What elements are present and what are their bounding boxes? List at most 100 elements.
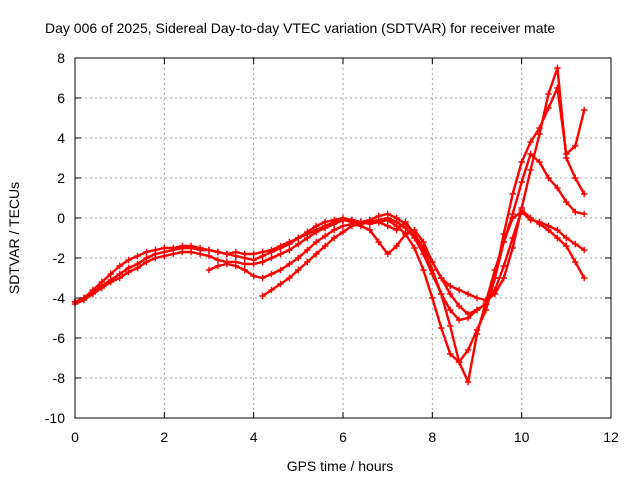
data-point bbox=[330, 234, 338, 242]
data-point bbox=[161, 244, 168, 252]
data-point bbox=[464, 290, 472, 298]
x-tick-label: 4 bbox=[250, 429, 258, 445]
y-tick-label: 8 bbox=[57, 50, 65, 66]
y-tick-label: -4 bbox=[53, 290, 66, 306]
data-point bbox=[581, 210, 588, 218]
data-point bbox=[429, 294, 436, 302]
y-tick-label: -6 bbox=[53, 330, 66, 346]
data-point bbox=[107, 278, 114, 286]
data-point bbox=[304, 228, 311, 236]
data-point bbox=[80, 294, 88, 302]
data-point bbox=[232, 252, 239, 260]
data-point bbox=[420, 266, 427, 274]
data-point bbox=[152, 246, 159, 254]
series-trace-1 bbox=[71, 84, 588, 324]
data-point bbox=[429, 266, 436, 274]
data-point bbox=[572, 208, 579, 216]
data-point bbox=[277, 244, 284, 252]
data-point bbox=[581, 190, 588, 198]
data-point bbox=[384, 210, 391, 218]
data-point bbox=[527, 138, 534, 146]
data-point bbox=[581, 106, 588, 114]
data-point bbox=[411, 230, 418, 238]
data-point bbox=[581, 274, 588, 282]
data-point bbox=[161, 252, 168, 260]
y-tick-label: -2 bbox=[53, 250, 66, 266]
data-point bbox=[313, 222, 320, 230]
data-point bbox=[313, 228, 320, 236]
data-point bbox=[455, 358, 463, 366]
data-point bbox=[295, 266, 302, 274]
data-point bbox=[205, 252, 213, 260]
data-point bbox=[259, 274, 266, 282]
y-tick-label: 6 bbox=[57, 90, 65, 106]
data-point bbox=[286, 274, 293, 282]
data-point bbox=[268, 254, 275, 262]
data-point bbox=[277, 280, 284, 288]
data-point bbox=[402, 230, 409, 238]
data-point bbox=[170, 250, 177, 258]
data-point bbox=[464, 310, 472, 318]
data-point bbox=[214, 248, 222, 256]
data-point bbox=[536, 220, 543, 228]
data-point bbox=[447, 290, 454, 298]
data-point bbox=[455, 302, 463, 310]
data-point bbox=[563, 198, 570, 206]
data-point bbox=[107, 270, 114, 278]
data-point bbox=[420, 238, 427, 246]
x-tick-label: 0 bbox=[71, 429, 79, 445]
series-line bbox=[73, 210, 586, 364]
data-point bbox=[196, 250, 204, 258]
data-point bbox=[304, 258, 311, 266]
data-point bbox=[509, 210, 516, 218]
data-point bbox=[125, 256, 132, 264]
grid-lines bbox=[75, 58, 611, 418]
data-point bbox=[447, 282, 454, 290]
data-point bbox=[196, 244, 204, 252]
data-point bbox=[250, 272, 257, 280]
data-point bbox=[250, 250, 257, 258]
data-point bbox=[321, 232, 329, 240]
data-point bbox=[295, 234, 302, 242]
data-point bbox=[223, 250, 231, 258]
data-point bbox=[447, 350, 454, 358]
y-tick-label: -8 bbox=[53, 370, 66, 386]
data-point bbox=[98, 278, 105, 286]
series-line bbox=[73, 152, 586, 384]
data-point bbox=[375, 238, 382, 246]
data-point bbox=[500, 262, 507, 270]
data-point bbox=[366, 216, 373, 224]
data-point bbox=[241, 260, 248, 268]
chart-title: Day 006 of 2025, Sidereal Day-to-day VTE… bbox=[45, 20, 555, 36]
data-point bbox=[286, 240, 293, 248]
data-point bbox=[563, 154, 570, 162]
data-point bbox=[545, 174, 552, 182]
data-point bbox=[455, 316, 463, 324]
data-point bbox=[563, 234, 570, 242]
data-point bbox=[143, 258, 150, 266]
data-point bbox=[518, 158, 525, 166]
data-point bbox=[321, 224, 329, 232]
data-series bbox=[71, 64, 588, 386]
data-point bbox=[375, 218, 382, 226]
data-point bbox=[464, 346, 472, 354]
data-point bbox=[438, 324, 445, 332]
data-point bbox=[384, 222, 391, 230]
data-point bbox=[509, 190, 516, 198]
data-point bbox=[241, 266, 248, 274]
data-point bbox=[348, 222, 356, 230]
data-point bbox=[277, 266, 284, 274]
data-point bbox=[438, 290, 445, 298]
x-tick-label: 8 bbox=[428, 429, 436, 445]
data-point bbox=[366, 226, 373, 234]
data-point bbox=[447, 322, 454, 330]
data-point bbox=[518, 178, 525, 186]
y-tick-label: -10 bbox=[45, 410, 65, 426]
data-point bbox=[321, 242, 329, 250]
x-tick-label: 10 bbox=[514, 429, 530, 445]
series-trace-4 bbox=[205, 64, 588, 304]
data-point bbox=[259, 252, 266, 260]
data-point bbox=[259, 292, 266, 300]
data-point bbox=[563, 242, 570, 250]
data-point bbox=[482, 300, 490, 308]
